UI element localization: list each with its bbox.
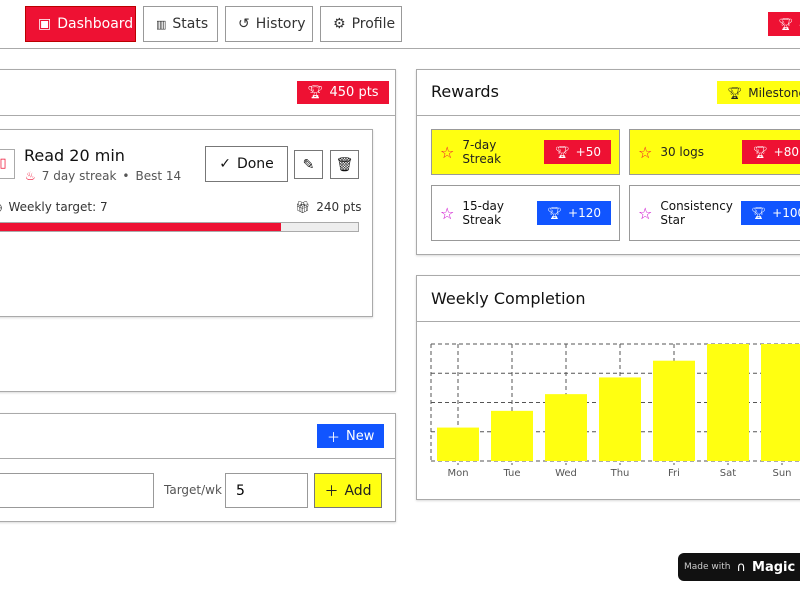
progress-fill	[0, 223, 282, 231]
points-badge: 🏆︎4	[768, 12, 800, 36]
weekly-target: Weekly target: 7	[8, 200, 108, 214]
pencil-icon: ✎	[302, 156, 315, 173]
star-icon: ☆	[638, 142, 653, 162]
best-text: Best 14	[135, 169, 182, 183]
reward-card: ☆Consistency Star🏆︎+100	[629, 185, 800, 241]
bar-wed	[545, 394, 587, 461]
gear-icon: ⚙	[333, 16, 346, 32]
bar-chart-icon: ▥	[156, 17, 167, 31]
done-button[interactable]: ✓ Done	[205, 146, 288, 182]
x-tick-label: Sat	[720, 468, 736, 479]
new-habit-panel: ＋New Target/wk ＋Add	[0, 413, 396, 522]
target-input[interactable]	[225, 473, 308, 508]
reward-points: 240 pts	[316, 200, 362, 214]
trash-icon: 🗑︎	[335, 156, 354, 173]
book-icon: ▯	[0, 149, 15, 179]
habit-name-input[interactable]	[0, 473, 154, 508]
reward-card: ☆ 30 logs 🏆︎ +80	[629, 129, 800, 175]
made-with-badge[interactable]: Made with ∩ Magic	[678, 553, 800, 581]
clock-icon: ◷	[0, 200, 2, 214]
x-tick-label: Fri	[668, 468, 680, 479]
delete-button[interactable]: 🗑︎	[330, 150, 359, 179]
x-tick-label: Mon	[447, 468, 468, 479]
bar-chart: Mon Tue Wed Thu Fri Sat Sun	[430, 343, 800, 479]
gift-icon: 🎁︎	[295, 200, 311, 214]
rewards-title: Rewards	[431, 82, 499, 101]
new-button[interactable]: ＋ New	[317, 424, 385, 448]
star-icon: ☆	[440, 142, 455, 162]
calendar-icon: ▣	[38, 16, 52, 32]
streak-text: 7 day streak	[41, 169, 117, 183]
nav-stats[interactable]: ▥ Stats	[143, 6, 218, 42]
reward-card: ☆ 15-day Streak 🏆︎ +120	[431, 185, 620, 241]
nav-history[interactable]: ↺ History	[225, 6, 313, 42]
trophy-icon: 🏆︎	[546, 206, 563, 220]
x-tick-label: Sun	[772, 468, 791, 479]
bar-sun	[761, 344, 800, 461]
x-tick-label: Wed	[555, 468, 577, 479]
milestone-badge: 🏆︎Milestone	[717, 81, 800, 104]
add-button[interactable]: ＋ Add	[314, 473, 382, 508]
habit-card: ▯ Read 20 min ♨ 7 day streak • Best 14 ✓…	[0, 129, 373, 317]
reward-card: ☆ 7-day Streak 🏆︎ +50	[431, 129, 620, 175]
bar-fri	[653, 360, 695, 461]
trophy-icon: 🏆︎	[778, 17, 794, 31]
total-points-badge: 🏆︎ 450 pts	[297, 81, 389, 104]
progress-bar	[0, 222, 359, 232]
check-icon: ✓	[219, 156, 231, 172]
bar-mon	[437, 427, 479, 461]
magic-logo-icon: ∩	[736, 559, 747, 575]
trophy-icon: 🏆︎	[752, 145, 768, 159]
star-icon: ☆	[440, 203, 455, 223]
rewards-panel: Rewards 🏆︎Milestone ☆7-day Streak🏆︎+50 ☆…	[416, 69, 800, 255]
chart-title: Weekly Completion	[431, 289, 586, 308]
bar-sat	[707, 344, 749, 461]
weekly-completion-panel: Weekly Completion Mon Tue Wed Thu Fri Sat Sun	[416, 275, 800, 500]
nav-dashboard[interactable]: ▣ Dashboard	[25, 6, 136, 42]
divider	[0, 48, 800, 49]
x-tick-label: Tue	[502, 468, 520, 479]
edit-button[interactable]: ✎	[294, 150, 323, 179]
target-label: Target/wk	[164, 483, 222, 497]
trophy-icon: 🏆︎	[750, 206, 767, 220]
x-tick-label: Thu	[610, 468, 630, 479]
habits-panel: 🏆︎ 450 pts ▯ Read 20 min ♨ 7 day streak •…	[0, 69, 396, 392]
plus-icon: ＋	[327, 430, 341, 446]
plus-icon: ＋	[324, 483, 339, 500]
habit-name: Read 20 min	[24, 146, 125, 165]
trophy-icon: 🏆︎	[307, 85, 324, 100]
trophy-icon: 🏆︎	[727, 85, 743, 100]
bar-tue	[491, 410, 533, 461]
history-icon: ↺	[238, 16, 250, 32]
bar-thu	[599, 377, 641, 461]
trophy-icon: 🏆︎	[554, 145, 570, 159]
flame-icon: ♨	[25, 169, 36, 183]
star-icon: ☆	[638, 203, 653, 223]
nav-profile[interactable]: ⚙ Profile	[320, 6, 402, 42]
